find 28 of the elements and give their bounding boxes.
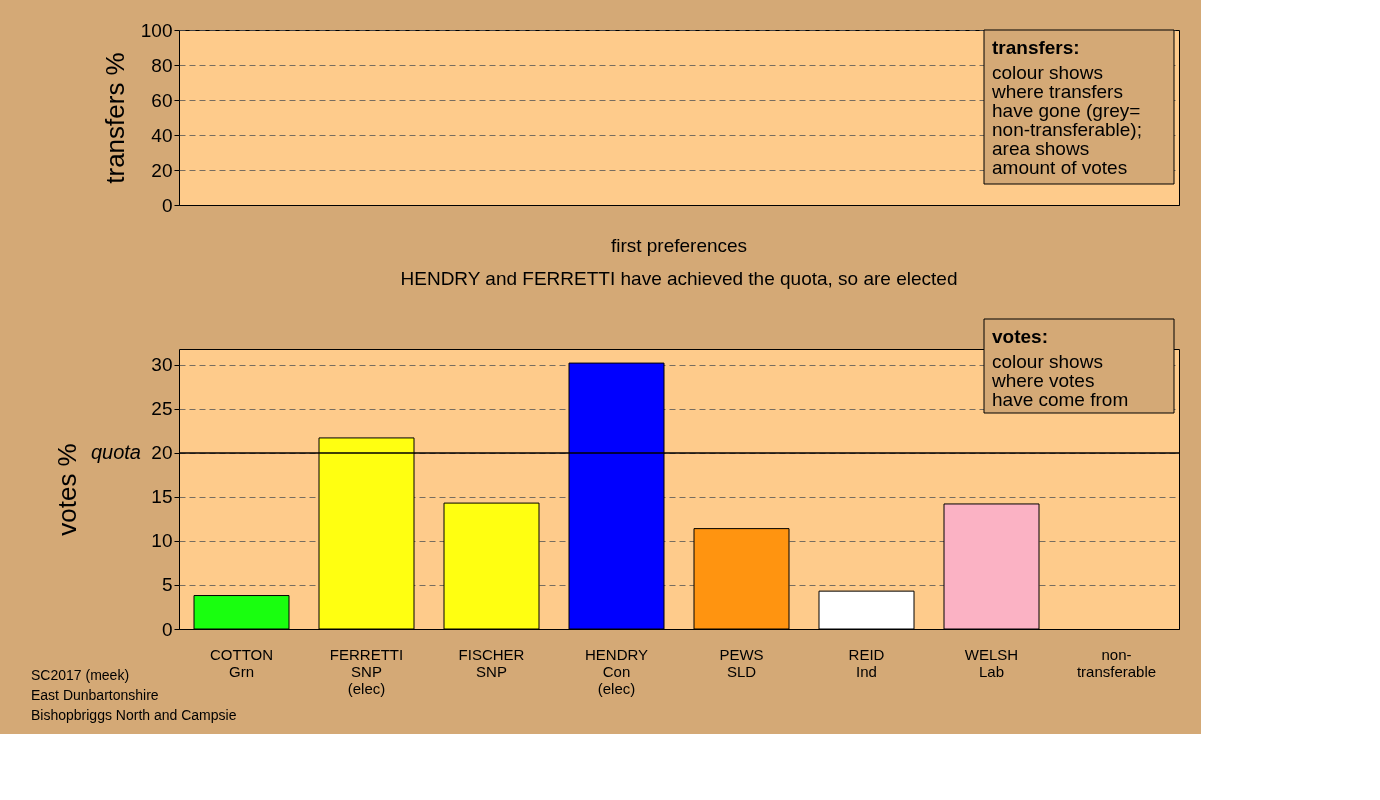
- x-tick-label: non- transferable: [1076, 645, 1157, 680]
- y-tick-label: 100: [140, 19, 173, 41]
- y-tick-label: 10: [151, 530, 173, 552]
- y-tick-label: 0: [161, 618, 173, 640]
- chart-title: first preferences: [610, 234, 748, 256]
- y-axis-title: votes %: [52, 443, 83, 536]
- y-tick-label: 40: [151, 124, 173, 146]
- annotation: votes: colour shows where votes have come from: [991, 326, 1129, 410]
- x-tick-label: FISCHER SNP: [458, 645, 525, 680]
- annotation: transfers: colour shows where transfers have gone (grey= non-transferable); area shows amount of votes: [991, 37, 1142, 178]
- x-tick-label: HENDRY Con (elec): [584, 645, 649, 697]
- x-tick-label: WELSH Lab: [964, 645, 1019, 680]
- ref-line-label: quota: [90, 440, 141, 463]
- y-tick-label: 0: [161, 194, 173, 216]
- y-axis-title: transfers %: [99, 52, 130, 184]
- y-tick-label: 20: [151, 159, 173, 181]
- y-tick-label: 60: [151, 89, 173, 111]
- x-tick-label: REID Ind: [848, 645, 885, 680]
- y-tick-label: 20: [151, 442, 173, 464]
- chart-subtitle: HENDRY and FERRETTI have achieved the quota, so are elected: [400, 267, 958, 289]
- y-tick-label: 15: [151, 486, 173, 508]
- y-tick-label: 25: [151, 398, 173, 420]
- y-tick-label: 5: [161, 574, 173, 596]
- x-tick-label: COTTON Grn: [209, 645, 274, 680]
- x-tick-label: FERRETTI SNP (elec): [329, 645, 404, 697]
- y-tick-label: 30: [151, 354, 173, 376]
- y-tick-label: 80: [151, 54, 173, 76]
- x-tick-label: PEWS SLD: [719, 645, 764, 680]
